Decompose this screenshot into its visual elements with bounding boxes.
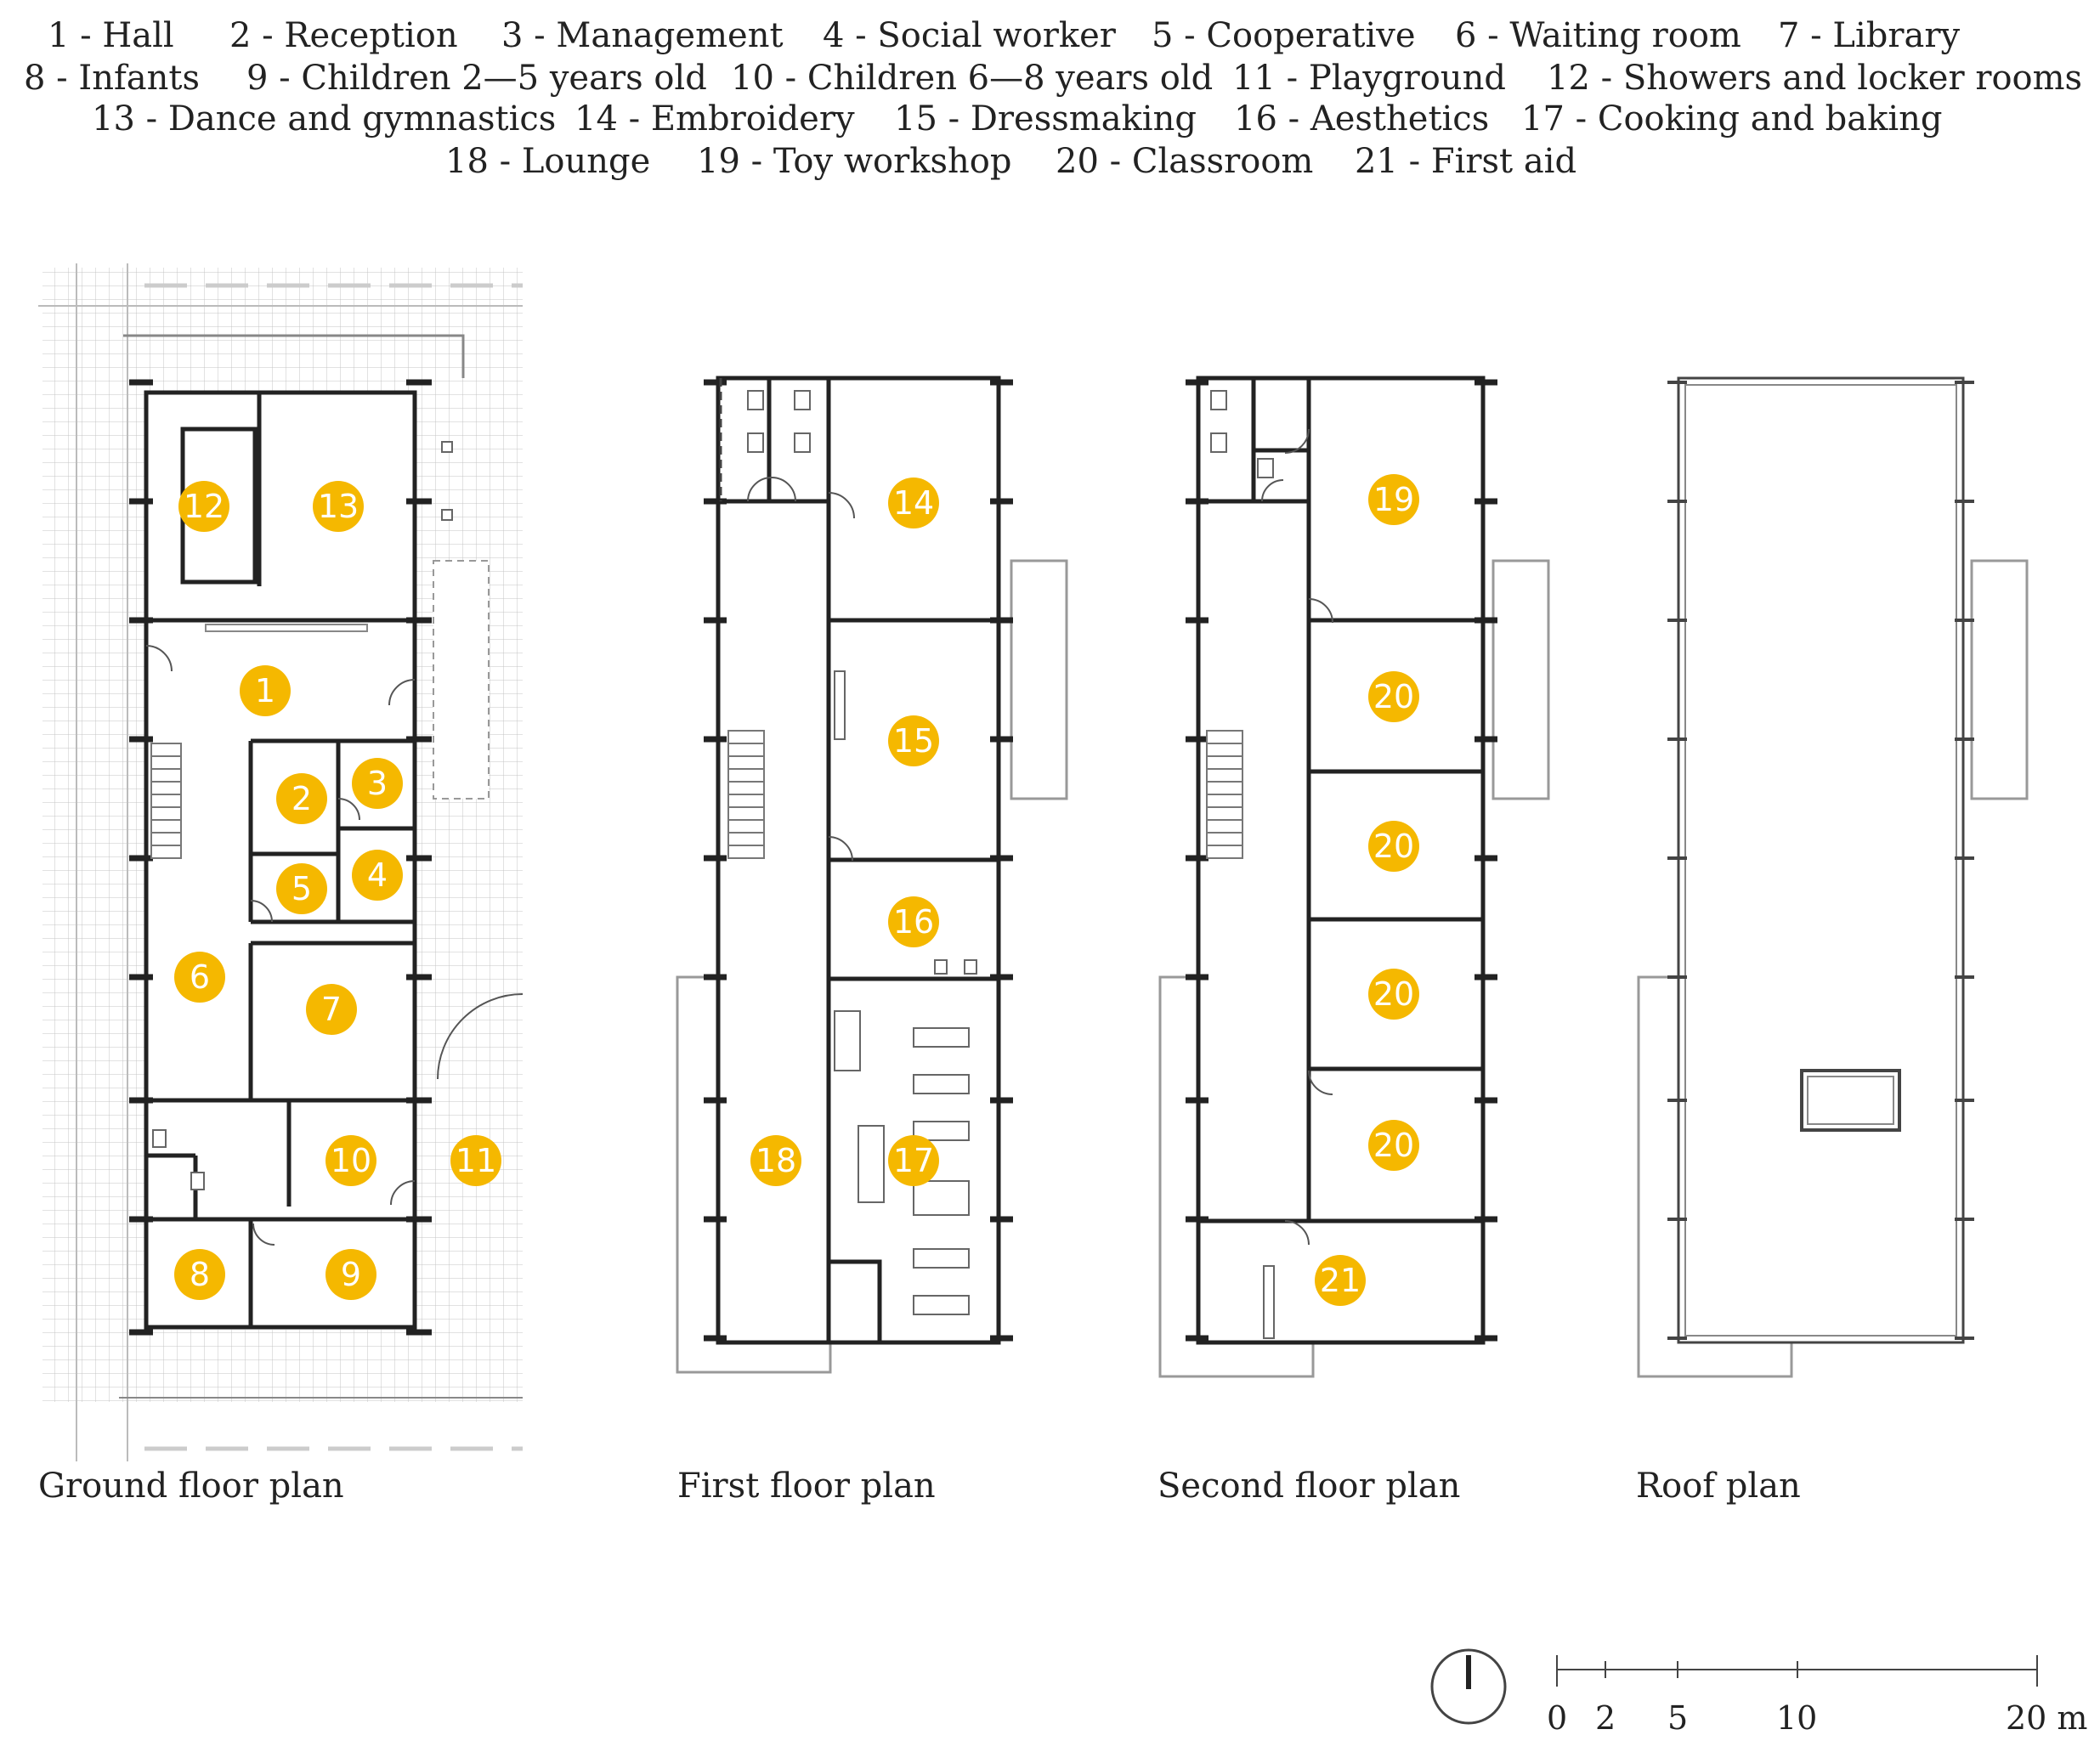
room-badge-17: 17 — [888, 1135, 939, 1186]
room-badge-11: 11 — [450, 1135, 501, 1186]
room-badge-18: 18 — [750, 1135, 801, 1186]
svg-text:20: 20 — [1373, 678, 1414, 715]
room-badge-6: 6 — [174, 952, 225, 1003]
room-badge-4: 4 — [352, 850, 403, 901]
svg-text:20: 20 — [1373, 1127, 1414, 1164]
svg-text:2: 2 — [292, 780, 312, 817]
room-badge-7: 7 — [306, 984, 357, 1035]
legend-item: 16 - Aesthetics — [1234, 99, 1490, 138]
legend-item: 20 - Classroom — [1056, 142, 1314, 181]
room-badge-3: 3 — [352, 758, 403, 809]
scale-label: 5 — [1667, 1699, 1688, 1737]
ground-floor-plan: 1 2 3 4 5 6 7 8 9 10 11 12 13 Ground flo… — [38, 263, 524, 1506]
svg-text:10: 10 — [331, 1142, 371, 1179]
scale-label: 0 — [1547, 1699, 1567, 1737]
svg-text:12: 12 — [184, 488, 224, 525]
first-floor-title: First floor plan — [677, 1467, 936, 1506]
svg-text:20: 20 — [1373, 828, 1414, 865]
legend-item: 1 - Hall — [48, 16, 174, 55]
svg-text:3: 3 — [367, 765, 388, 802]
north-arrow-icon — [1430, 1648, 1507, 1725]
room-badge-13: 13 — [313, 481, 364, 532]
room-badge-20: 20 — [1368, 671, 1419, 722]
first-floor-plan: 14 15 16 17 18 First floor plan — [676, 376, 1068, 1506]
room-badge-8: 8 — [174, 1249, 225, 1300]
legend-item: 17 - Cooking and baking — [1521, 99, 1943, 138]
svg-text:6: 6 — [190, 958, 210, 996]
svg-text:14: 14 — [893, 484, 934, 522]
svg-text:21: 21 — [1320, 1262, 1361, 1299]
room-badge-15: 15 — [888, 715, 939, 766]
legend-item: 11 - Playground — [1232, 59, 1506, 98]
svg-text:9: 9 — [341, 1256, 361, 1293]
room-badge-10: 10 — [325, 1135, 376, 1186]
room-badge-9: 9 — [325, 1249, 376, 1300]
room-badge-2: 2 — [276, 773, 327, 824]
room-badge-12: 12 — [178, 481, 229, 532]
legend-item: 4 - Social worker — [823, 16, 1116, 55]
legend-item: 3 - Management — [501, 16, 784, 55]
svg-text:19: 19 — [1373, 481, 1414, 518]
legend-item: 15 - Dressmaking — [894, 99, 1197, 138]
svg-text:20: 20 — [1373, 975, 1414, 1013]
svg-text:17: 17 — [893, 1142, 934, 1179]
legend-item: 18 - Lounge — [445, 142, 651, 181]
room-badge-20: 20 — [1368, 1120, 1419, 1171]
legend-item: 5 - Cooperative — [1152, 16, 1416, 55]
second-floor-plan: 19 20 20 20 20 21 Second floor plan — [1158, 376, 1550, 1506]
legend-item: 6 - Waiting room — [1455, 16, 1741, 55]
legend-item: 13 - Dance and gymnastics — [92, 99, 557, 138]
room-badge-19: 19 — [1368, 474, 1419, 525]
svg-text:7: 7 — [321, 991, 342, 1028]
second-floor-title: Second floor plan — [1158, 1467, 1460, 1506]
room-badge-5: 5 — [276, 863, 327, 914]
scale-label: 10 — [1776, 1699, 1817, 1737]
room-badge-20: 20 — [1368, 969, 1419, 1020]
ground-floor-title: Ground floor plan — [38, 1467, 344, 1506]
legend-item: 10 - Children 6—8 years old — [731, 59, 1214, 98]
svg-text:8: 8 — [190, 1256, 210, 1293]
svg-text:16: 16 — [893, 903, 934, 941]
scale-bar: 0 2 5 10 20 m — [1547, 1655, 2087, 1737]
svg-text:11: 11 — [456, 1142, 496, 1179]
room-badge-16: 16 — [888, 896, 939, 947]
svg-text:1: 1 — [255, 672, 275, 709]
legend-item: 7 - Library — [1778, 16, 1961, 55]
svg-text:4: 4 — [367, 856, 388, 894]
svg-text:13: 13 — [318, 488, 359, 525]
legend-item: 14 - Embroidery — [575, 99, 855, 138]
roof-skylight — [1800, 1069, 1901, 1132]
room-badge-1: 1 — [240, 665, 291, 716]
legend-item: 2 - Reception — [229, 16, 458, 55]
scale-label: 2 — [1595, 1699, 1616, 1737]
legend-item: 9 - Children 2—5 years old — [246, 59, 707, 98]
legend-item: 21 - First aid — [1355, 142, 1577, 181]
legend-item: 19 - Toy workshop — [697, 142, 1012, 181]
room-badge-21: 21 — [1315, 1255, 1366, 1306]
svg-text:18: 18 — [756, 1142, 796, 1179]
room-badge-20: 20 — [1368, 821, 1419, 872]
legend-item: 8 - Infants — [24, 59, 200, 98]
roof-plan-title: Roof plan — [1636, 1467, 1801, 1506]
scale-label: 20 m — [2006, 1699, 2087, 1737]
svg-text:5: 5 — [292, 870, 312, 907]
room-badge-14: 14 — [888, 478, 939, 528]
roof-plan: Roof plan — [1636, 376, 2029, 1506]
legend-item: 12 - Showers and locker rooms — [1547, 59, 2083, 98]
svg-text:15: 15 — [893, 722, 934, 760]
